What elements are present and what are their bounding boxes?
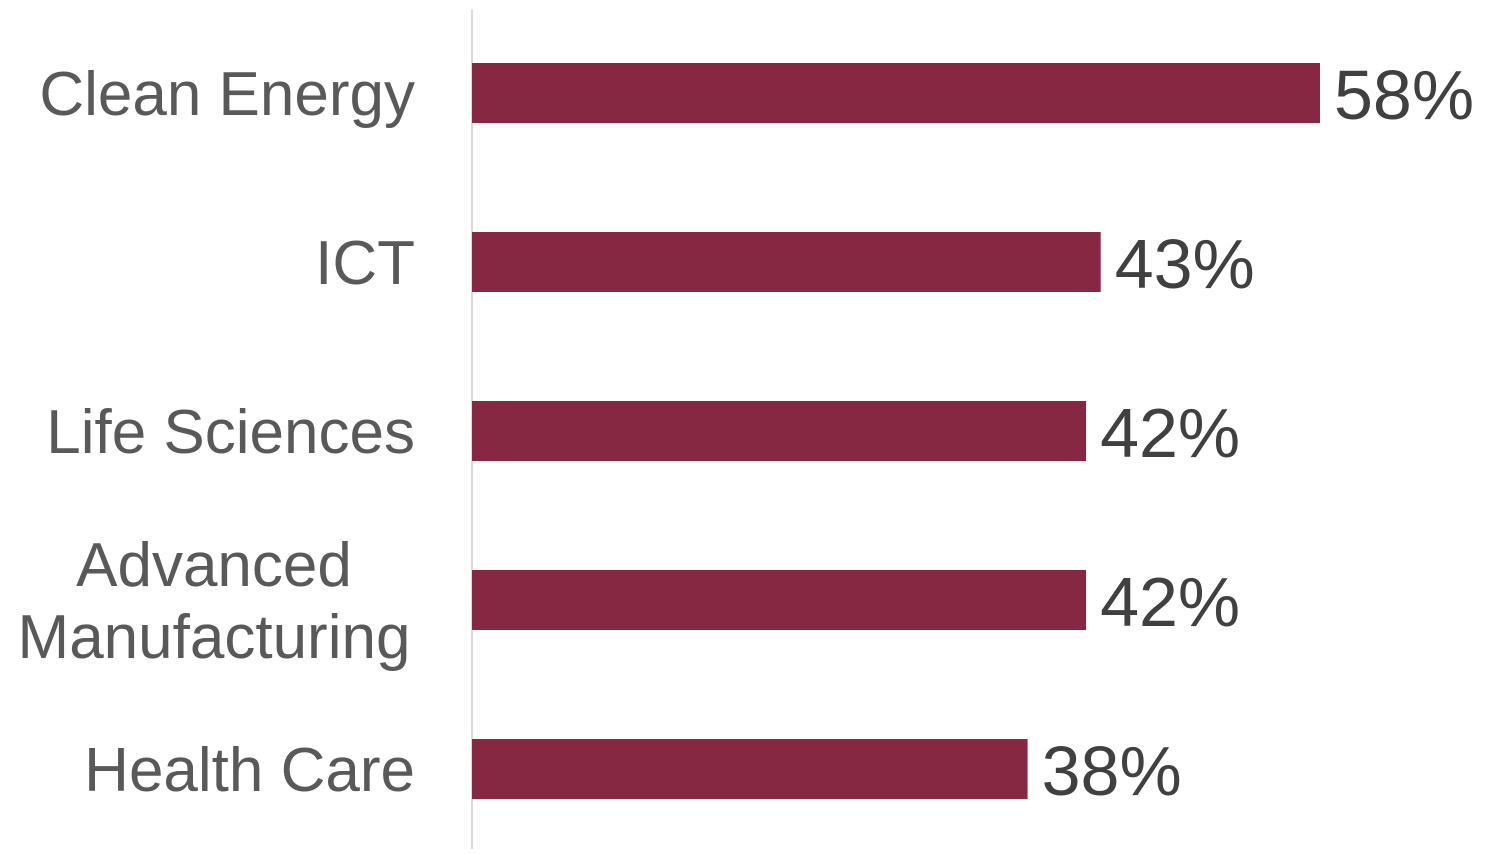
bar — [472, 232, 1101, 292]
bar — [472, 401, 1087, 461]
value-label: 42% — [1100, 563, 1240, 641]
category-label: Health Care — [84, 736, 415, 805]
value-label: 42% — [1100, 394, 1240, 472]
bar — [472, 570, 1087, 630]
bar — [472, 63, 1320, 123]
value-label: 43% — [1115, 225, 1255, 303]
category-label-line: Life Sciences — [46, 398, 415, 467]
category-label: Clean Energy — [39, 60, 415, 129]
category-label-line: Clean Energy — [39, 60, 415, 129]
value-labels-group: 58% 43% 42% 42% 38% — [1042, 56, 1475, 810]
category-label-line: ICT — [315, 229, 415, 298]
category-label-line: Health Care — [84, 736, 415, 805]
category-label-line: Manufacturing — [18, 603, 411, 672]
bars-group — [472, 63, 1320, 799]
category-label: ICT — [315, 229, 415, 298]
value-label: 38% — [1042, 732, 1182, 810]
category-label: Life Sciences — [46, 398, 415, 467]
category-label: Advanced Manufacturing — [18, 531, 411, 672]
category-labels-group: Clean Energy ICT Life Sciences Advanced Manu… — [18, 60, 415, 805]
bar — [472, 739, 1028, 799]
value-label: 58% — [1334, 56, 1474, 134]
category-label-line: Advanced — [76, 531, 352, 600]
